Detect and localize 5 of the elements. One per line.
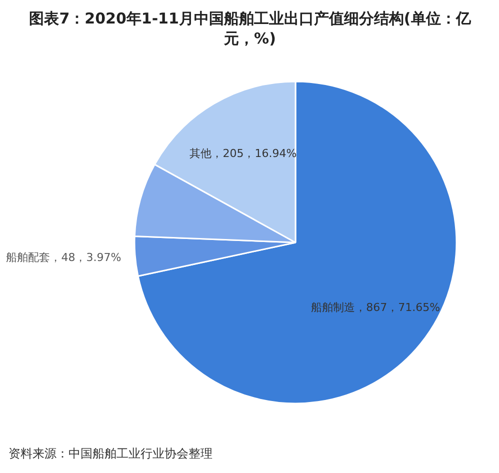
slice-label: 船舶制造，867，71.65% [311, 300, 440, 314]
slice-label: 其他，205，16.94% [190, 147, 297, 160]
text: 资料来源：中国船舶工业行业协会整理 [8, 446, 212, 460]
chart-title: 图表7：2020年1-11月中国船舶工业出口产值细分结构(单位：亿元，%) [29, 10, 472, 48]
slice-label: 船舶配套，48，3.97% [6, 250, 122, 264]
